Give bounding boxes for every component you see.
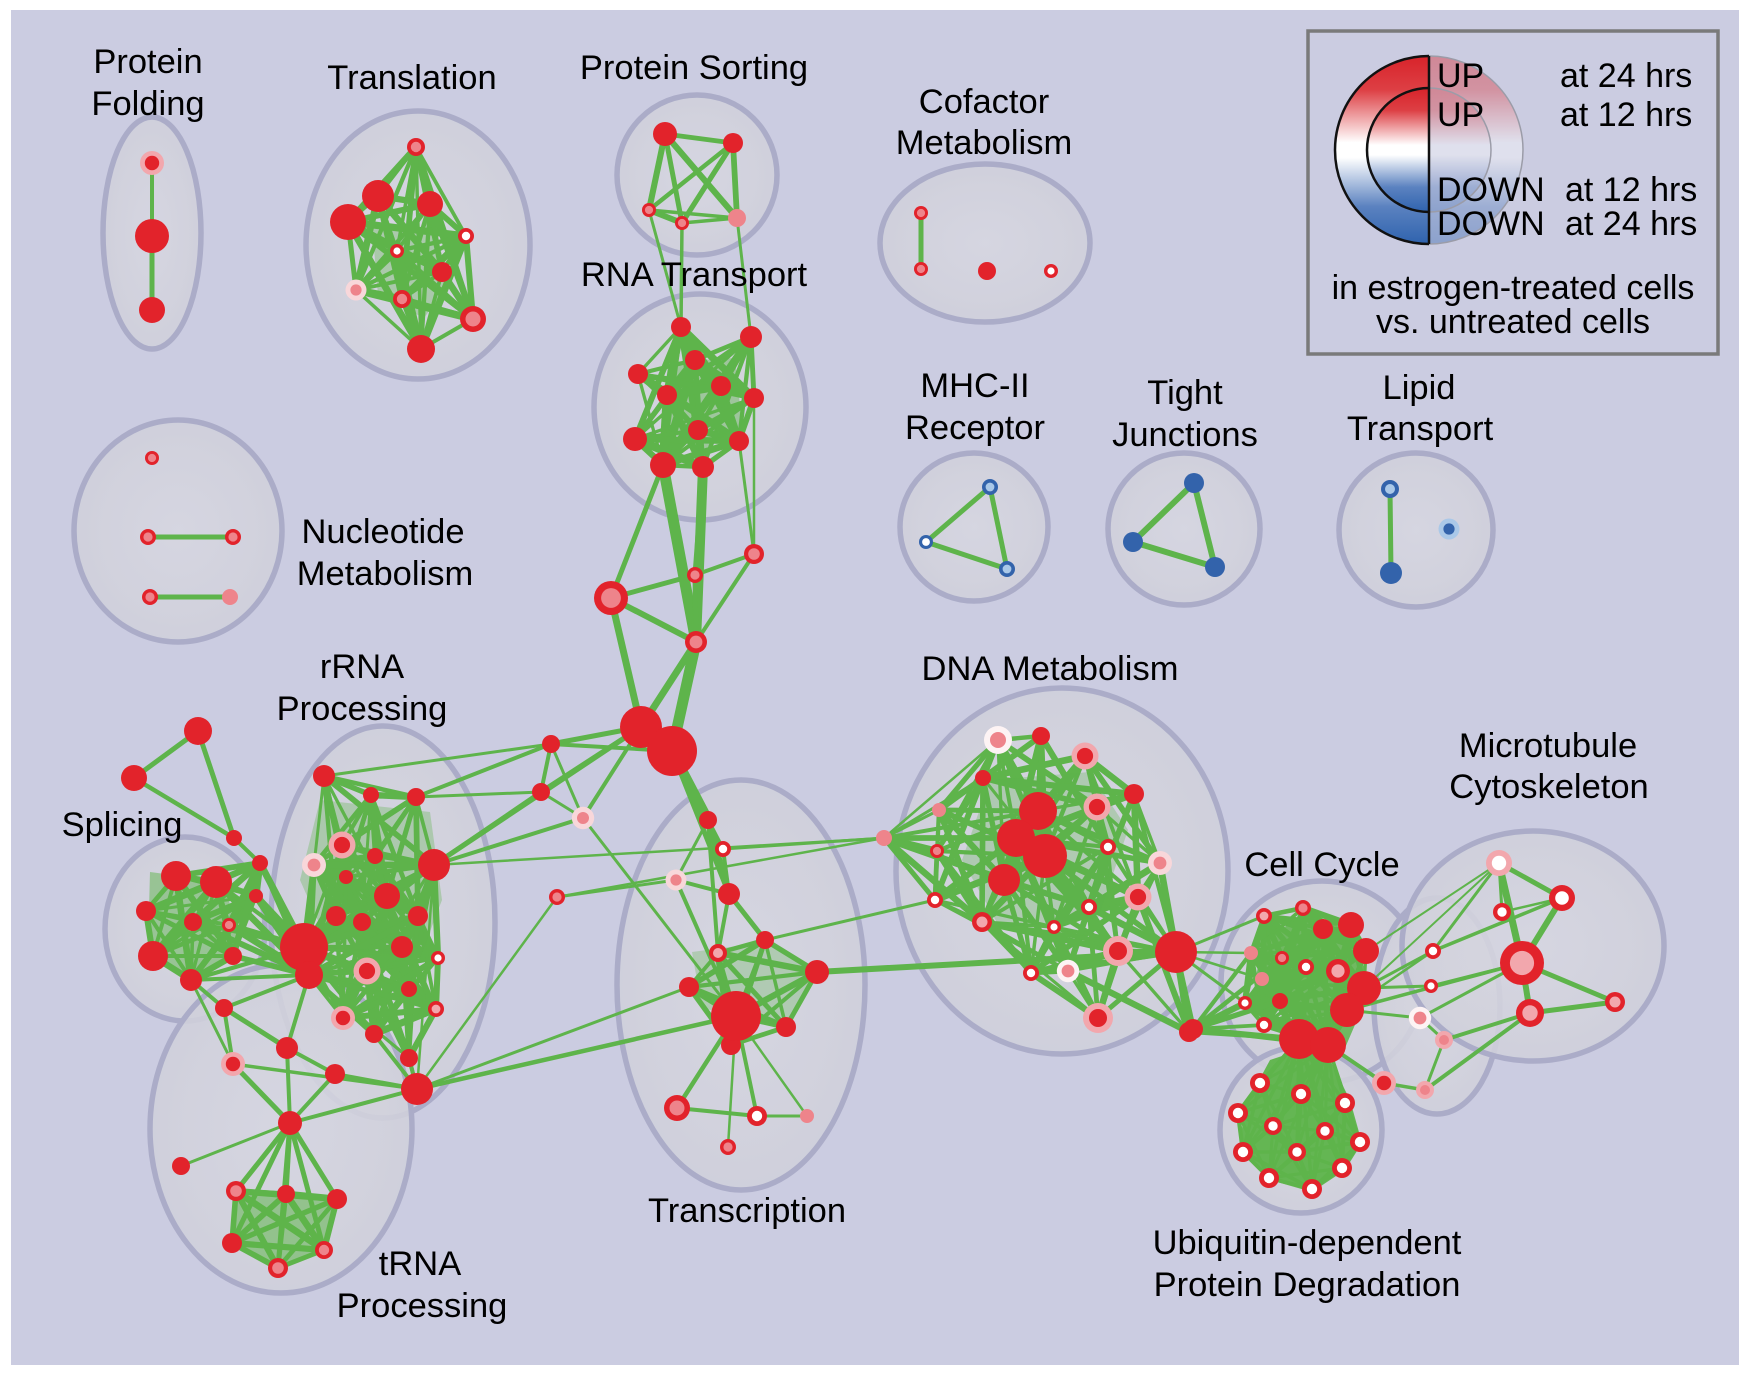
svg-text:at 12 hrs: at 12 hrs [1560,96,1692,134]
svg-text:Transcription: Transcription [648,1192,846,1230]
svg-text:Splicing: Splicing [62,806,183,844]
svg-text:UP: UP [1437,96,1484,134]
svg-text:Microtubule: Microtubule [1459,727,1637,765]
svg-text:Lipid: Lipid [1383,369,1456,407]
svg-text:DOWN: DOWN [1437,205,1545,243]
svg-text:vs. untreated cells: vs. untreated cells [1376,303,1650,341]
svg-text:Transport: Transport [1347,410,1494,448]
svg-text:Cofactor: Cofactor [919,83,1049,121]
svg-text:Tight: Tight [1147,374,1223,412]
svg-text:Processing: Processing [277,690,448,728]
svg-text:DOWN: DOWN [1437,171,1545,209]
svg-text:DNA Metabolism: DNA Metabolism [922,650,1179,688]
svg-text:Receptor: Receptor [905,409,1045,447]
svg-text:at 24 hrs: at 24 hrs [1565,205,1697,243]
svg-text:UP: UP [1437,57,1484,95]
svg-text:Metabolism: Metabolism [896,124,1072,162]
svg-text:in estrogen-treated cells: in estrogen-treated cells [1332,269,1695,307]
svg-text:Processing: Processing [337,1287,508,1325]
svg-text:tRNA: tRNA [379,1245,461,1283]
svg-text:Ubiquitin-dependent: Ubiquitin-dependent [1153,1224,1462,1262]
svg-text:Cytoskeleton: Cytoskeleton [1449,768,1648,806]
svg-text:Metabolism: Metabolism [297,555,473,593]
svg-text:Junctions: Junctions [1112,416,1258,454]
svg-text:RNA Transport: RNA Transport [581,256,808,294]
svg-text:Cell Cycle: Cell Cycle [1244,846,1399,884]
svg-text:at 24 hrs: at 24 hrs [1560,57,1692,95]
svg-text:MHC-II: MHC-II [920,367,1029,405]
svg-text:rRNA: rRNA [320,648,404,686]
svg-text:Protein Sorting: Protein Sorting [580,49,808,87]
svg-text:Protein Degradation: Protein Degradation [1154,1266,1461,1304]
svg-text:Protein: Protein [93,43,202,81]
svg-text:Folding: Folding [91,85,204,123]
svg-text:Translation: Translation [327,59,496,97]
svg-text:at 12 hrs: at 12 hrs [1565,171,1697,209]
svg-text:Nucleotide: Nucleotide [301,513,464,551]
